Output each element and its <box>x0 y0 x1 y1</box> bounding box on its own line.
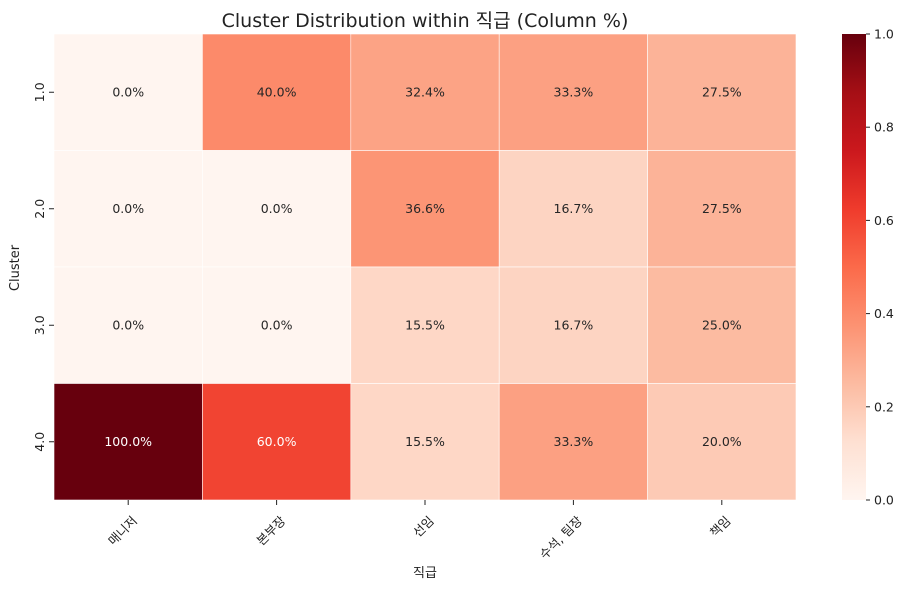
colorbar <box>842 34 866 500</box>
cell-annotation: 16.7% <box>554 201 594 216</box>
heatmap-cell <box>498 33 648 151</box>
cell-annotation: 33.3% <box>554 84 594 99</box>
heatmap-cell <box>202 33 352 151</box>
cell-annotation: 27.5% <box>702 201 742 216</box>
cell-annotation: 20.0% <box>702 434 742 449</box>
x-tick-label: 본부장 <box>253 513 288 548</box>
heatmap-cell <box>647 150 797 268</box>
x-tick-label: 선임 <box>410 513 437 540</box>
heatmap-cell <box>647 266 797 384</box>
cell-annotation: 0.0% <box>112 317 144 332</box>
y-axis-ticks: 1.0 2.0 3.0 4.0 <box>32 82 54 452</box>
heatmap-cell <box>498 266 648 384</box>
cell-annotation: 25.0% <box>702 317 742 332</box>
x-tick-label: 수석, 팀장 <box>536 513 585 562</box>
heatmap-cell <box>53 33 203 151</box>
heatmap-cell <box>498 383 648 501</box>
y-tick-label: 3.0 <box>32 315 47 335</box>
colorbar-ticks: 0.0 0.2 0.4 0.6 0.8 1.0 <box>866 27 894 508</box>
colorbar-tick-label: 0.8 <box>874 120 894 135</box>
chart-title: Cluster Distribution within 직급 (Column %… <box>222 10 629 32</box>
colorbar-tick-label: 0.0 <box>874 493 894 508</box>
x-axis-label: 직급 <box>413 566 437 581</box>
cell-annotation: 100.0% <box>104 434 152 449</box>
colorbar-tick-label: 0.2 <box>874 399 894 414</box>
cell-annotation: 40.0% <box>257 84 297 99</box>
colorbar-tick-label: 0.6 <box>874 213 894 228</box>
cell-annotation: 27.5% <box>702 84 742 99</box>
heatmap-cell <box>53 150 203 268</box>
cell-annotation: 15.5% <box>405 434 445 449</box>
cell-annotation: 0.0% <box>112 201 144 216</box>
heatmap-cell <box>202 383 352 501</box>
cell-annotation: 16.7% <box>554 317 594 332</box>
heatmap-cell <box>350 266 500 384</box>
heatmap-cell <box>350 383 500 501</box>
y-tick-label: 1.0 <box>32 82 47 102</box>
cell-annotations: 0.0% 40.0% 32.4% 33.3% 27.5% 0.0% 0.0% 36.6% 16.… <box>104 84 741 449</box>
y-tick-label: 2.0 <box>32 199 47 219</box>
y-axis-label: Cluster <box>8 244 23 291</box>
x-axis-ticks: 매니저 본부장 선임 수석, 팀장 책임 <box>105 500 734 562</box>
heatmap-cell <box>647 383 797 501</box>
cell-annotation: 33.3% <box>554 434 594 449</box>
cell-annotation: 0.0% <box>261 201 293 216</box>
colorbar-tick-label: 0.4 <box>874 306 894 321</box>
heatmap-cell <box>350 33 500 151</box>
cell-annotation: 0.0% <box>261 317 293 332</box>
y-tick-label: 4.0 <box>32 432 47 452</box>
x-tick-label: 매니저 <box>105 513 140 548</box>
cell-annotation: 0.0% <box>112 84 144 99</box>
heatmap-cell <box>350 150 500 268</box>
cell-annotation: 60.0% <box>257 434 297 449</box>
heatmap-cell <box>647 33 797 151</box>
heatmap-cell <box>202 150 352 268</box>
cell-annotation: 36.6% <box>405 201 445 216</box>
heatmap-cell <box>202 266 352 384</box>
cell-annotation: 32.4% <box>405 84 445 99</box>
cell-annotation: 15.5% <box>405 317 445 332</box>
x-tick-label: 책임 <box>707 513 734 540</box>
colorbar-tick-label: 1.0 <box>874 27 894 42</box>
heatmap-cells <box>53 33 797 501</box>
